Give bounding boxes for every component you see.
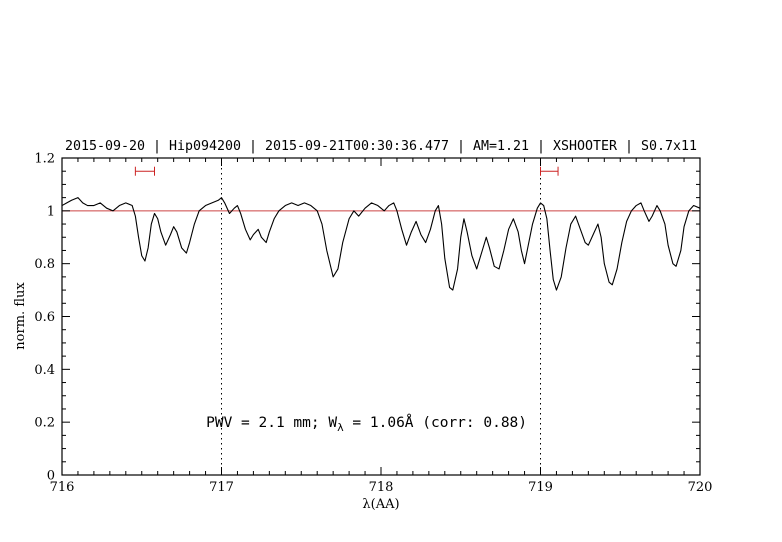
pwv-annotation-subscript: λ [337,421,344,434]
chart-title: 2015-09-20 | Hip094200 | 2015-09-21T00:3… [65,139,697,154]
pwv-annotation-part2: = 1.06Å (corr: 0.88) [344,414,527,431]
x-tick-label: 717 [209,480,234,495]
pwv-annotation-part1: PWV = 2.1 mm; W [206,415,337,431]
plot-layer: 716 717 718 719 720 0 0.2 0.4 0.6 0.8 1 1.2 [34,152,712,496]
y-tick-label: 0.2 [34,416,55,431]
x-tick-label: 720 [688,480,713,495]
x-axis-label: λ(AA) [362,497,399,512]
x-tick-label: 718 [369,480,394,495]
y-tick-label: 0.6 [34,310,55,325]
y-axis-label: norm. flux [13,282,28,350]
pwv-annotation: PWV = 2.1 mm; Wλ = 1.06Å (corr: 0.88) [145,414,571,434]
x-tick-label: 719 [528,480,553,495]
spectrum-line [61,197,701,291]
y-tick-label: 1.2 [34,152,55,167]
x-tick-label: 716 [50,480,75,495]
y-tick-label: 1 [47,204,55,219]
y-tick-label: 0.8 [34,257,55,272]
y-tick-label: 0.4 [34,363,55,378]
y-tick-label: 0 [47,469,55,484]
